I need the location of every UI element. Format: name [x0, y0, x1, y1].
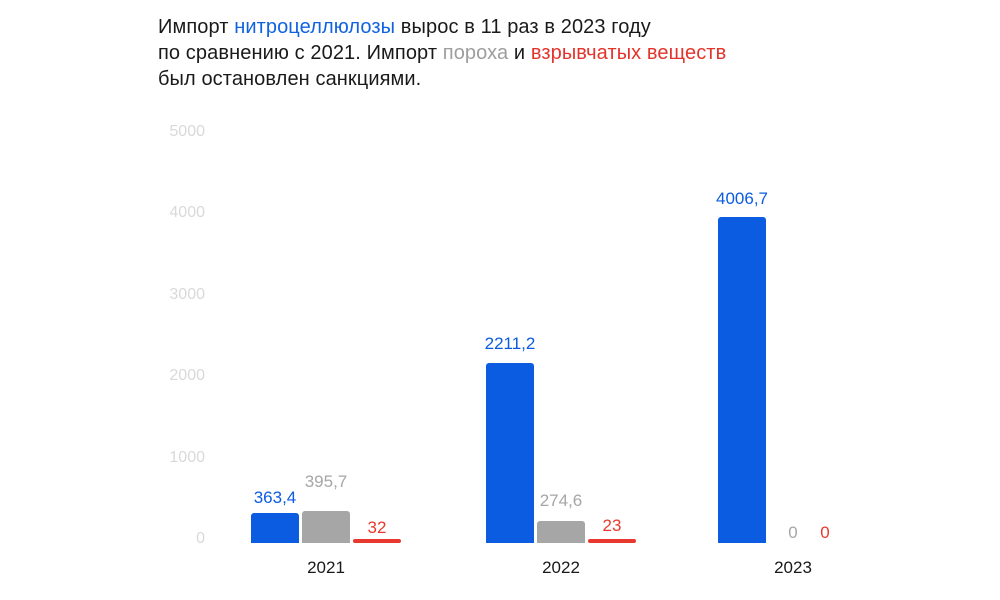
- title-segment: вырос в 11 раз в 2023 году по сравнению …: [158, 16, 651, 64]
- y-axis-tick-label: 1000: [169, 448, 205, 466]
- chart-title: Импорт нитроцеллюлозы вырос в 11 раз в 2…: [158, 14, 726, 92]
- title-segment: пороха: [442, 42, 509, 64]
- bar-2022-series3: [588, 539, 636, 543]
- bar-2022-series2: [537, 520, 585, 543]
- value-label-2021-series3: 32: [367, 518, 387, 537]
- value-label-2023-series3: 0: [820, 523, 830, 542]
- title-segment: и: [508, 42, 531, 64]
- value-label-2022-series2: 274,6: [539, 490, 583, 510]
- value-label-2022-series1: 2211,2: [484, 334, 536, 354]
- y-axis-tick-label: 2000: [169, 367, 205, 385]
- title-segment: Импорт: [158, 16, 235, 38]
- title-segment: нитроцеллюлозы: [234, 16, 396, 38]
- x-axis-label-2022: 2022: [542, 558, 580, 577]
- value-label-2023-series1: 4006,7: [716, 188, 768, 208]
- y-axis-tick-label: 3000: [169, 285, 205, 303]
- title-segment: был остановлен санкциями.: [158, 68, 422, 90]
- value-label-2023-series2: 0: [788, 523, 798, 542]
- y-axis-tick-label: 5000: [169, 123, 205, 140]
- value-label-2022-series3: 23: [602, 516, 622, 535]
- value-label-2021-series1: 363,4: [253, 488, 297, 508]
- y-axis-tick-label: 0: [196, 530, 205, 547]
- x-axis-label-2023: 2023: [774, 558, 812, 577]
- bar-2021-series3: [353, 539, 401, 543]
- x-axis-label-2021: 2021: [307, 558, 345, 577]
- y-axis-tick-label: 4000: [169, 204, 205, 222]
- title-segment: взрывчатых веществ: [530, 42, 727, 64]
- value-label-2021-series2: 395,7: [304, 471, 348, 491]
- bar-2021-series1: [251, 513, 299, 543]
- bar-2022-series1: [486, 363, 534, 543]
- bar-2023-series1: [718, 216, 766, 543]
- bar-2021-series2: [302, 510, 350, 543]
